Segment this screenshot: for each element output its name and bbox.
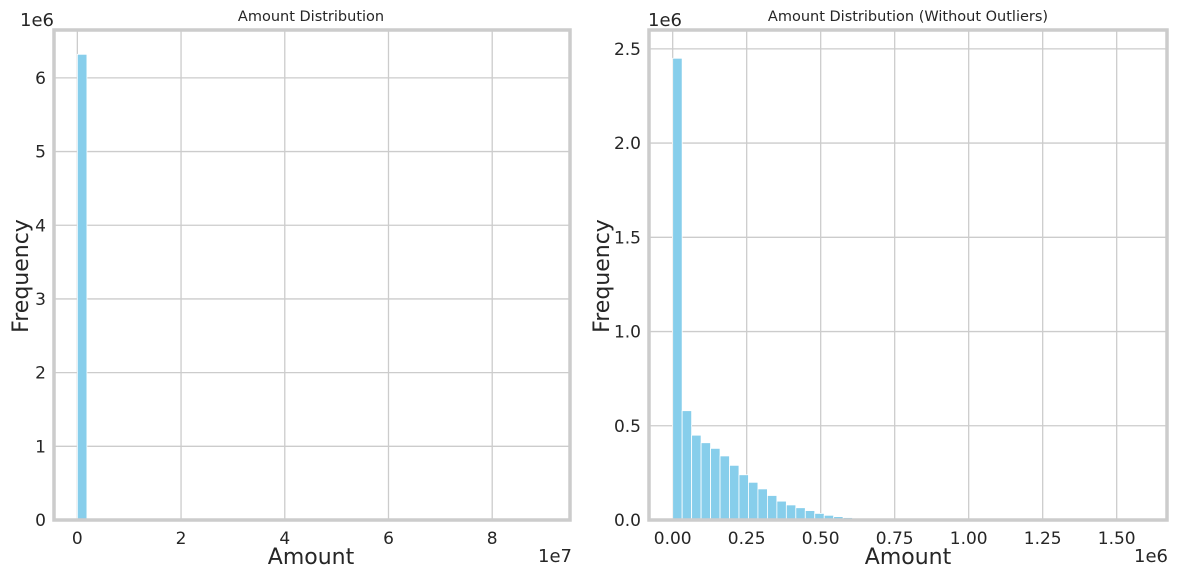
y-tick-label: 2.5: [614, 40, 641, 60]
x-offset-label: 1e7: [538, 546, 572, 567]
histogram-bar: [757, 488, 768, 521]
x-axis-label: Amount: [268, 545, 355, 570]
y-tick-label: 5: [35, 143, 46, 163]
x-tick-label: 1.50: [1098, 529, 1136, 549]
histogram-bar: [767, 495, 778, 521]
y-tick-label: 1: [35, 437, 46, 457]
y-tick-label: 6: [35, 69, 46, 89]
y-tick-label: 2.0: [614, 134, 641, 154]
amount-distribution-no-outliers-chart: 0.00 0.25 0.50 0.75 1.00 1.25 1.50 0.0 0.5 1.0 1.5…: [590, 9, 1169, 570]
y-axis-label: Frequency: [9, 219, 34, 333]
x-tick-label: 1.00: [950, 529, 988, 549]
histogram-bar: [785, 504, 797, 521]
y-offset-label: 1e6: [648, 10, 682, 31]
y-tick-label: 0: [35, 511, 46, 531]
x-tick-label: 2: [176, 529, 187, 549]
histogram-bar: [738, 474, 749, 521]
x-tick-label: 0: [72, 529, 83, 549]
axes-frame: [647, 28, 1169, 522]
x-offset-label: 1e6: [1134, 546, 1168, 567]
histogram-bar: [729, 464, 740, 521]
y-tick-label: 3: [35, 290, 46, 310]
histogram-bar: [748, 481, 759, 521]
histogram-bar: [672, 57, 683, 521]
chart-title: Amount Distribution: [238, 9, 384, 25]
histogram-bar: [710, 447, 721, 521]
histogram-bar: [795, 507, 806, 521]
x-tick-label: 4: [279, 529, 290, 549]
histogram-bar: [76, 53, 88, 521]
axes-frame: [52, 28, 572, 522]
y-axis-label: Frequency: [590, 219, 615, 333]
x-tick-label: 1.25: [1024, 529, 1062, 549]
x-tick-label: 0.00: [654, 529, 692, 549]
histogram-bar: [681, 410, 693, 521]
y-tick-label: 2: [35, 364, 46, 384]
x-tick-label: 0.75: [876, 529, 914, 549]
x-tick-label: 0.50: [802, 529, 840, 549]
histogram-bar: [719, 455, 730, 521]
x-axis-label: Amount: [865, 545, 952, 570]
y-tick-label: 0.5: [614, 417, 641, 437]
y-offset-label: 1e6: [20, 10, 54, 31]
histogram-bar: [776, 500, 787, 521]
y-tick-label: 0.0: [614, 511, 641, 531]
y-tick-label: 1.0: [614, 323, 641, 343]
chart-title: Amount Distribution (Without Outliers): [768, 9, 1048, 25]
x-tick-label: 6: [383, 529, 394, 549]
x-tick-label: 8: [487, 529, 498, 549]
x-tick-label: 0.25: [728, 529, 766, 549]
y-tick-label: 4: [35, 216, 46, 236]
y-tick-label: 1.5: [614, 228, 641, 248]
histogram-bar: [691, 434, 702, 521]
histogram-bar: [700, 442, 711, 521]
amount-distribution-chart: 0 2 4 6 8 0 1 2 3 4 5 6 Amount Distribution 1e6 1e7…: [9, 9, 572, 570]
